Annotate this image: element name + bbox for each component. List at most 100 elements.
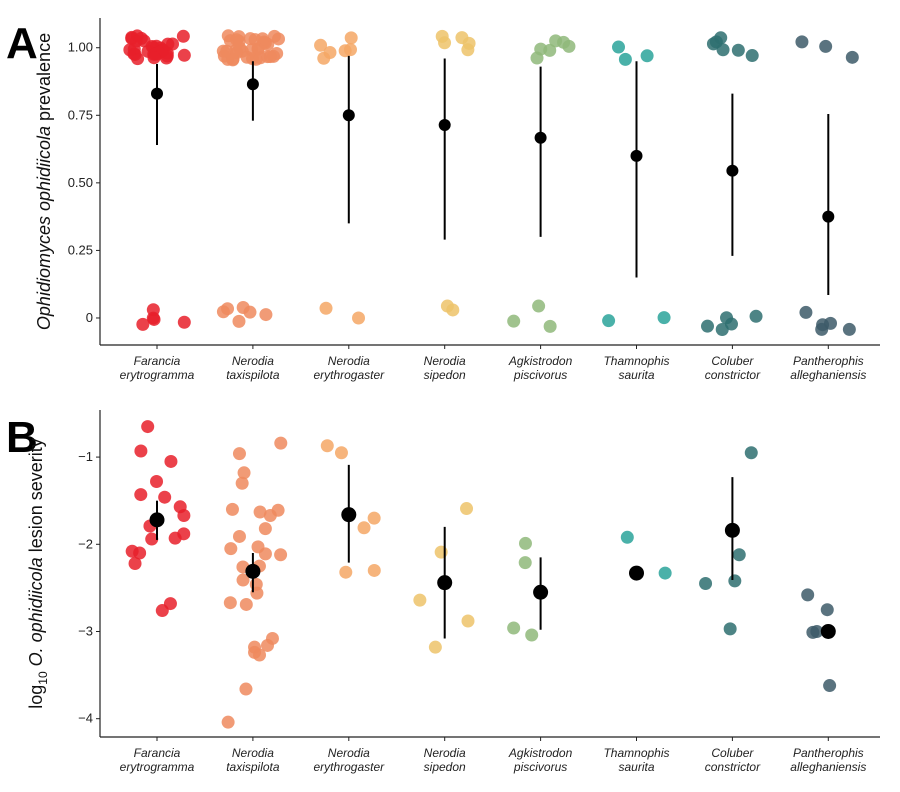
data-point — [518, 556, 532, 570]
data-point — [732, 548, 746, 562]
x-tick-label: Nerodia — [232, 746, 274, 760]
data-point — [525, 628, 539, 642]
estimate-point — [820, 623, 836, 639]
data-point — [225, 502, 239, 516]
y-tick-label: 1.00 — [68, 40, 93, 55]
data-point — [461, 614, 475, 628]
estimate-point — [246, 78, 259, 91]
x-tick-label: Farancia — [134, 354, 181, 368]
data-point — [323, 45, 337, 59]
data-point — [125, 30, 139, 44]
data-point — [620, 530, 634, 544]
x-tick-label: saurita — [618, 760, 654, 774]
data-point — [253, 51, 267, 65]
y-axis-label: Ophidiomyces ophidiicola prevalence — [34, 33, 54, 330]
x-tick-label: constrictor — [705, 760, 761, 774]
data-point — [438, 36, 452, 50]
y-tick-label: 0.75 — [68, 107, 93, 122]
estimate-point — [245, 563, 261, 579]
x-tick-label: Coluber — [711, 354, 754, 368]
data-point — [714, 31, 728, 45]
x-tick-label: Agkistrodon — [508, 746, 573, 760]
x-tick-label: piscivorus — [513, 368, 567, 382]
data-point — [260, 638, 274, 652]
data-point — [134, 488, 148, 502]
data-point — [795, 35, 809, 49]
data-point — [640, 49, 654, 63]
estimate-point — [630, 149, 643, 162]
data-point — [232, 447, 246, 461]
data-point — [720, 311, 734, 325]
data-point — [657, 311, 671, 325]
data-point — [801, 588, 815, 602]
estimate-point — [437, 575, 453, 591]
y-tick-label: −1 — [78, 449, 93, 464]
y-tick-label: −3 — [78, 623, 93, 638]
data-point — [461, 43, 475, 57]
data-point — [133, 546, 147, 560]
panel-label-a: A — [6, 19, 38, 68]
data-point — [258, 522, 272, 536]
x-tick-label: saurita — [618, 368, 654, 382]
data-point — [177, 509, 191, 523]
data-point — [507, 314, 521, 328]
data-point — [745, 49, 759, 63]
x-tick-label: Nerodia — [232, 354, 274, 368]
data-point — [253, 648, 267, 662]
data-point — [123, 43, 137, 57]
x-tick-label: erytrogramma — [120, 760, 195, 774]
data-point — [446, 303, 460, 317]
data-point — [263, 509, 277, 523]
x-tick-label: Pantherophis — [793, 746, 864, 760]
x-tick-label: erytrogramma — [120, 368, 195, 382]
x-tick-label: Thamnophis — [603, 746, 669, 760]
data-point — [357, 521, 371, 535]
data-point — [428, 640, 442, 654]
data-point — [274, 548, 288, 562]
data-point — [413, 593, 427, 607]
data-point — [612, 40, 626, 54]
data-point — [177, 48, 191, 62]
x-tick-label: Agkistrodon — [508, 354, 573, 368]
data-point — [155, 604, 169, 618]
data-point — [263, 50, 277, 64]
data-point — [716, 43, 730, 57]
data-point — [134, 31, 148, 45]
data-point — [259, 308, 273, 322]
estimate-point — [726, 164, 739, 177]
data-point — [272, 32, 286, 46]
data-point — [824, 316, 838, 330]
data-point — [507, 621, 521, 635]
data-point — [319, 301, 333, 315]
estimate-point — [438, 119, 451, 132]
data-point — [245, 43, 259, 57]
x-tick-label: Pantherophis — [793, 354, 864, 368]
estimate-point — [342, 109, 355, 122]
data-point — [136, 317, 150, 331]
x-tick-label: alleghaniensis — [790, 368, 866, 382]
data-point — [223, 596, 237, 610]
data-point — [557, 35, 571, 49]
x-tick-label: constrictor — [705, 368, 761, 382]
data-point — [239, 682, 253, 696]
data-point — [224, 542, 238, 556]
data-point — [258, 547, 272, 561]
estimate-point — [533, 584, 549, 600]
y-tick-label: 0.50 — [68, 175, 93, 190]
data-point — [723, 622, 737, 636]
data-point — [823, 679, 837, 693]
data-point — [460, 502, 474, 516]
y-tick-label: −4 — [78, 711, 93, 726]
y-tick-label: 0.25 — [68, 242, 93, 257]
data-point — [128, 556, 142, 570]
data-point — [618, 52, 632, 66]
estimate-point — [724, 522, 740, 538]
panel-label-b: B — [6, 413, 38, 462]
data-point — [239, 597, 253, 611]
x-tick-label: Nerodia — [424, 354, 466, 368]
data-point — [799, 305, 813, 319]
x-tick-label: erythrogaster — [313, 760, 385, 774]
data-point — [161, 37, 175, 51]
estimate-point — [629, 565, 644, 581]
